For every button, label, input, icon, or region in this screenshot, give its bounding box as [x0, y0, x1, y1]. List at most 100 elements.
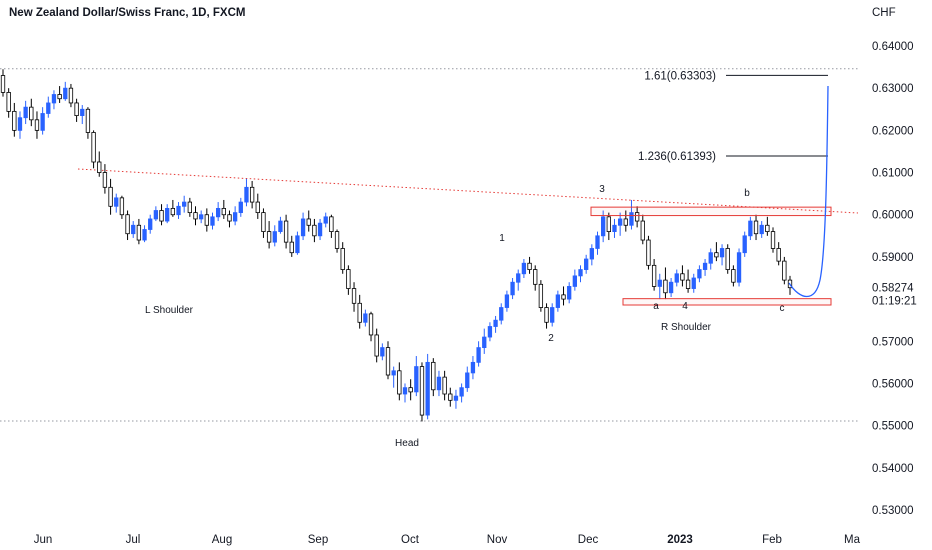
candle-body: [204, 214, 209, 226]
candle-body: [46, 102, 51, 114]
candle-body: [646, 239, 651, 266]
candle-body: [295, 235, 300, 254]
candle-body: [425, 361, 430, 416]
candle-body: [776, 248, 781, 262]
candle-body: [51, 94, 57, 104]
candle-body: [510, 281, 515, 296]
fib-level-label: 1.236(0.61393): [638, 151, 716, 163]
candle-body: [176, 205, 181, 216]
candle-body: [601, 216, 606, 237]
candle-body: [340, 248, 345, 270]
candle-body: [6, 92, 11, 112]
price-axis[interactable]: 0.64000 0.63000 0.62000 0.61000 0.60000 0.590…: [872, 41, 914, 517]
candle-body: [323, 216, 328, 224]
candle-body: [538, 283, 544, 308]
candle-body: [91, 132, 96, 163]
time-axis[interactable]: Jun Jul Aug Sep Oct Nov Dec 2023 Feb Ma: [34, 534, 861, 546]
candle-body: [97, 161, 102, 173]
time-tick-label: Feb: [762, 534, 782, 546]
annotation-wave-4: 4: [682, 301, 688, 312]
candle-body: [357, 302, 362, 323]
time-tick-label: Oct: [401, 534, 420, 546]
candle-body: [561, 294, 566, 300]
candle-body: [544, 307, 549, 323]
candle-body: [317, 222, 323, 237]
candle-body: [153, 210, 159, 220]
candle-body: [482, 336, 487, 348]
candle-body: [23, 106, 28, 119]
annotation-wave-2: 2: [548, 333, 554, 344]
candle-body: [346, 269, 351, 289]
candle-body: [278, 220, 283, 233]
candle-body: [12, 110, 17, 131]
annotation-wave-c: c: [780, 303, 785, 314]
candle-body: [753, 220, 759, 235]
candle-body: [187, 201, 192, 214]
candle-body: [34, 119, 40, 131]
candle-body: [516, 273, 521, 283]
annotation-wave-3: 3: [599, 184, 605, 195]
fib-level-label: 1.61(0.63303): [644, 70, 716, 82]
candle-body: [244, 186, 249, 203]
candle-body: [148, 218, 153, 230]
candle-body: [374, 334, 379, 357]
candle-body: [584, 258, 589, 270]
current-price-label: 0.58274: [872, 283, 914, 295]
price-tick-label: 0.56000: [872, 378, 914, 390]
projection-curve: [788, 85, 829, 298]
candle-body: [725, 248, 730, 270]
time-tick-label: Aug: [212, 534, 232, 546]
candle-body: [351, 288, 357, 304]
price-tick-label: 0.64000: [872, 41, 914, 53]
candle-body: [465, 372, 470, 389]
candle-body: [334, 231, 340, 249]
candle-body: [221, 207, 226, 216]
candle-body: [719, 248, 725, 258]
candle-body: [476, 347, 481, 363]
candle-body: [651, 264, 657, 287]
candle-body: [29, 106, 34, 121]
candle-body: [759, 224, 764, 235]
candle-body: [63, 87, 68, 100]
candle-body: [765, 224, 770, 232]
candle-body: [289, 241, 294, 254]
neckline-trendline: [77, 168, 859, 214]
candle-body: [527, 262, 532, 270]
candle-body: [215, 207, 221, 218]
candle-body: [640, 220, 645, 241]
candle-body: [329, 216, 334, 233]
chart-title: New Zealand Dollar/Swiss Franc, 1D, FXCM: [9, 7, 245, 19]
price-tick-label: 0.53000: [872, 505, 914, 517]
price-tick-label: 0.61000: [872, 168, 914, 180]
price-tick-label: 0.54000: [872, 463, 914, 475]
annotation-left-shoulder: L Shoulder: [145, 305, 194, 316]
candles-layer: [0, 69, 793, 422]
price-tick-label: 0.60000: [872, 210, 914, 222]
chart-overlay-drawings: 1.61(0.63303) 1.236(0.61393) L Shoulder Hea…: [145, 70, 832, 449]
candle-body: [68, 87, 74, 104]
bar-countdown-label: 01:19:21: [872, 296, 917, 308]
candle-body: [300, 218, 306, 237]
candle-body: [391, 370, 396, 376]
candle-body: [657, 279, 662, 287]
resistance-zone-box: [590, 206, 832, 217]
candle-body: [283, 220, 289, 243]
candle-body: [623, 218, 628, 226]
candle-body: [85, 108, 91, 133]
candle-body: [702, 262, 708, 270]
candle-body: [119, 197, 125, 216]
candle-body: [0, 75, 6, 93]
annotation-right-shoulder: R Shoulder: [661, 322, 712, 333]
time-tick-label: Sep: [308, 534, 328, 546]
time-tick-label: Jun: [34, 534, 53, 546]
annotation-wave-1: 1: [499, 233, 505, 244]
candle-body: [487, 326, 493, 338]
candle-body: [312, 224, 317, 237]
candle-body: [533, 269, 538, 285]
annotation-wave-a: a: [653, 301, 659, 312]
candle-body: [714, 252, 719, 258]
candle-body: [125, 214, 130, 235]
candle-body: [436, 376, 442, 391]
price-tick-label: 0.63000: [872, 83, 914, 95]
